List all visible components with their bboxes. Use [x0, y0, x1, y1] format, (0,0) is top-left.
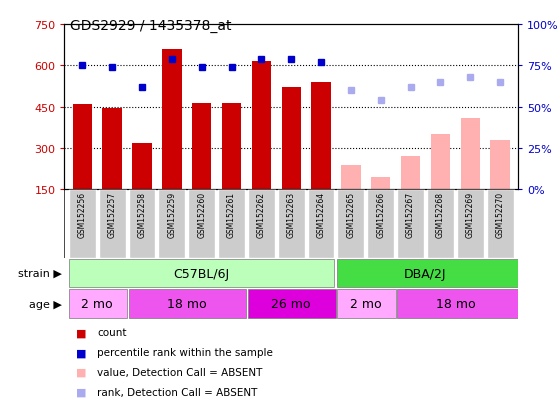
Text: age ▶: age ▶ [29, 299, 62, 309]
Text: GSM152258: GSM152258 [138, 191, 147, 237]
Bar [307, 190, 334, 258]
Bar [129, 290, 246, 318]
Bar [371, 178, 390, 190]
Bar [457, 190, 484, 258]
Text: ■: ■ [76, 387, 86, 397]
Bar [431, 135, 450, 190]
Bar [367, 190, 394, 258]
Text: 2 mo: 2 mo [81, 297, 113, 311]
Bar [188, 190, 215, 258]
Bar [341, 165, 361, 190]
Bar [338, 290, 396, 318]
Bar [338, 190, 365, 258]
Bar [487, 190, 514, 258]
Text: 18 mo: 18 mo [436, 297, 475, 311]
Text: count: count [97, 328, 127, 337]
Text: ■: ■ [76, 347, 86, 357]
Bar [248, 290, 336, 318]
Text: GSM152267: GSM152267 [406, 191, 415, 237]
Bar [251, 62, 271, 190]
Text: 26 mo: 26 mo [272, 297, 311, 311]
Text: GSM152263: GSM152263 [287, 191, 296, 237]
Text: 2 mo: 2 mo [350, 297, 381, 311]
Text: GSM152260: GSM152260 [197, 191, 206, 237]
Text: 18 mo: 18 mo [167, 297, 207, 311]
Text: GSM152261: GSM152261 [227, 191, 236, 237]
Bar [338, 259, 518, 288]
Bar [192, 103, 211, 190]
Bar [397, 290, 518, 318]
Text: strain ▶: strain ▶ [18, 268, 62, 278]
Bar [460, 119, 480, 190]
Text: GSM152256: GSM152256 [78, 191, 87, 237]
Bar [73, 104, 92, 190]
Text: percentile rank within the sample: percentile rank within the sample [97, 347, 273, 357]
Bar [132, 143, 152, 190]
Text: ■: ■ [76, 328, 86, 337]
Text: GSM152259: GSM152259 [167, 191, 176, 237]
Text: rank, Detection Call = ABSENT: rank, Detection Call = ABSENT [97, 387, 257, 397]
Text: GSM152269: GSM152269 [466, 191, 475, 237]
Text: GSM152270: GSM152270 [496, 191, 505, 237]
Text: GSM152257: GSM152257 [108, 191, 116, 237]
Bar [218, 190, 245, 258]
Text: GSM152264: GSM152264 [316, 191, 325, 237]
Bar [401, 157, 420, 190]
Bar [129, 190, 156, 258]
Bar [311, 83, 331, 190]
Text: GDS2929 / 1435378_at: GDS2929 / 1435378_at [70, 19, 231, 33]
Bar [69, 259, 334, 288]
Bar [397, 190, 424, 258]
Text: GSM152266: GSM152266 [376, 191, 385, 237]
Text: C57BL/6J: C57BL/6J [174, 267, 230, 280]
Bar [69, 190, 96, 258]
Bar [248, 190, 275, 258]
Bar [278, 190, 305, 258]
Text: DBA/2J: DBA/2J [404, 267, 447, 280]
Text: value, Detection Call = ABSENT: value, Detection Call = ABSENT [97, 367, 262, 377]
Bar [162, 50, 181, 190]
Text: ■: ■ [76, 367, 86, 377]
Bar [427, 190, 454, 258]
Bar [158, 190, 185, 258]
Bar [282, 88, 301, 190]
Text: GSM152268: GSM152268 [436, 191, 445, 237]
Text: GSM152265: GSM152265 [347, 191, 356, 237]
Bar [222, 103, 241, 190]
Bar [491, 140, 510, 190]
Bar [99, 190, 125, 258]
Text: GSM152262: GSM152262 [257, 191, 266, 237]
Bar [102, 109, 122, 190]
Bar [69, 290, 127, 318]
